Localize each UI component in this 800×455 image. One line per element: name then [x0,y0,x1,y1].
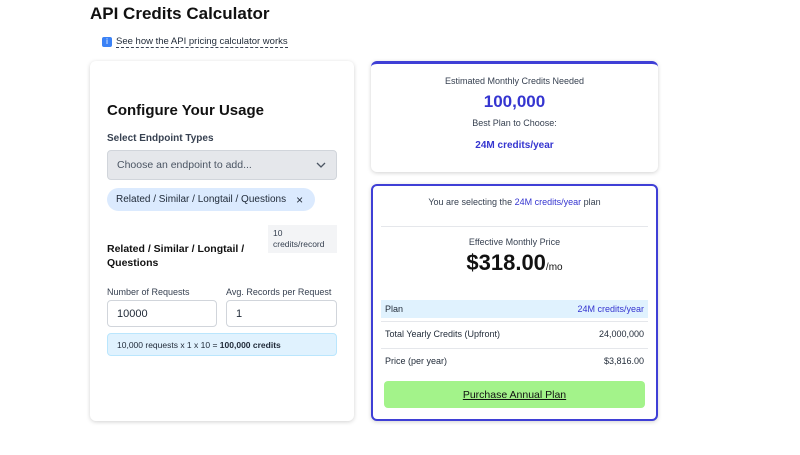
requests-input[interactable]: 10000 [107,300,217,327]
formula-text: 10,000 requests x 1 x 10 = [117,339,218,350]
info-icon: i [102,37,112,47]
price-label: Effective Monthly Price [468,237,561,247]
formula-result: 100,000 credits [219,339,281,350]
divider [381,348,648,349]
row-label: Price (per year) [385,356,448,366]
selecting-plan: 24M credits/year [514,197,582,207]
endpoint-select[interactable]: Choose an endpoint to add... [107,150,337,180]
select-placeholder: Choose an endpoint to add... [117,159,252,171]
configure-title: Configure Your Usage [107,102,264,119]
records-value: 1 [236,307,243,320]
chevron-icon [316,162,326,168]
chip-remove[interactable]: × [296,192,304,207]
purchase-button[interactable]: Purchase Annual Plan [384,381,645,408]
row-label: Plan [385,304,404,314]
credits-row: Total Yearly Credits (Upfront) 24,000,000 [381,325,648,343]
price: $318.00/mo [373,250,656,276]
row-label: Total Yearly Credits (Upfront) [385,329,501,339]
records-label: Avg. Records per Request [226,287,332,297]
price-row: Price (per year) $3,816.00 [381,352,648,370]
row-value: 24M credits/year [577,304,644,314]
selecting-prefix: You are selecting the [428,197,513,207]
help-link-text: See how the API pricing calculator works [116,36,288,48]
estimate-credits: 100,000 [483,92,546,111]
price-unit: /mo [545,262,563,273]
requests-value: 10000 [117,307,148,320]
selecting-suffix: plan [583,197,601,207]
rate-badge: 10 credits/record [268,225,337,253]
row-value: 24,000,000 [598,329,644,339]
formula-box: 10,000 requests x 1 x 10 = 100,000 credi… [107,333,337,356]
selecting-text: You are selecting the 24M credits/year p… [373,197,656,207]
plan-row: Plan 24M credits/year [381,300,648,318]
page-title: API Credits Calculator [90,4,270,23]
endpoint-chip: Related / Similar / Longtail / Questions… [107,188,315,211]
plan-card: You are selecting the 24M credits/year p… [371,184,658,421]
chip-text: Related / Similar / Longtail / Questions [116,194,287,205]
requests-label: Number of Requests [107,287,190,297]
help-link[interactable]: i See how the API pricing calculator wor… [102,36,288,48]
endpoint-label: Select Endpoint Types [107,133,214,144]
estimate-plan: 24M credits/year [475,140,554,151]
divider [381,321,648,322]
estimate-card: Estimated Monthly Credits Needed 100,000… [371,61,658,172]
estimate-label: Estimated Monthly Credits Needed [444,76,585,86]
divider [381,226,648,227]
plan-label: Best Plan to Choose: [472,118,557,128]
configure-card: Configure Your Usage Select Endpoint Typ… [90,61,354,421]
row-value: $3,816.00 [603,356,644,366]
price-value: $318.00 [466,250,546,275]
records-input[interactable]: 1 [226,300,337,327]
endpoint-name: Related / Similar / Longtail / Questions [107,243,245,269]
